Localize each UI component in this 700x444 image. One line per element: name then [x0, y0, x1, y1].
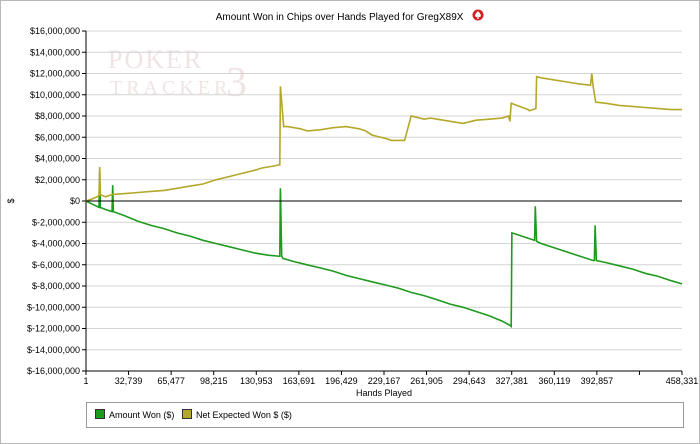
- legend-label-net-expected-won: Net Expected Won $ ($): [196, 410, 292, 420]
- y-tick-label: $-10,000,000: [27, 302, 80, 312]
- y-tick-label: $-14,000,000: [27, 345, 80, 355]
- x-tick-label: 196,429: [325, 376, 358, 386]
- x-tick-label: 261,905: [410, 376, 443, 386]
- x-tick-label: 65,477: [157, 376, 185, 386]
- legend-item-net-expected-won: Net Expected Won $ ($): [182, 409, 292, 421]
- legend-swatch-net-expected-won: [182, 409, 192, 419]
- chart-title-bar: Amount Won in Chips over Hands Played fo…: [0, 9, 700, 26]
- x-axis-label: Hands Played: [356, 388, 412, 398]
- legend-label-amount-won: Amount Won ($): [109, 410, 175, 420]
- x-tick-label: 229,167: [368, 376, 401, 386]
- x-tick-label: 32,739: [115, 376, 143, 386]
- x-tick-label: 360,119: [538, 376, 570, 386]
- y-tick-label: $-16,000,000: [27, 366, 80, 376]
- series-line-amount-won: [85, 169, 683, 329]
- y-tick-label: $-12,000,000: [27, 324, 80, 334]
- x-tick-label: 163,691: [283, 376, 316, 386]
- x-tick-label: 130,953: [240, 376, 273, 386]
- legend-item-amount-won: Amount Won ($): [95, 409, 174, 421]
- legend-swatch-amount-won: [95, 409, 105, 419]
- poker-tracker-spade-icon: [472, 9, 484, 26]
- y-tick-label: $6,000,000: [35, 132, 80, 142]
- y-tick-label: $-6,000,000: [32, 260, 80, 270]
- svg-text:TRACKER: TRACKER: [110, 77, 231, 99]
- y-tick-label: $0: [70, 196, 80, 206]
- x-tick-label: 98,215: [200, 376, 228, 386]
- y-tick-label: $-2,000,000: [32, 217, 80, 227]
- svg-text:3: 3: [226, 60, 247, 106]
- x-tick-label: 1: [83, 376, 88, 386]
- y-tick-label: $2,000,000: [35, 175, 80, 185]
- y-tick-label: $4,000,000: [35, 154, 80, 164]
- x-tick-label: 327,381: [495, 376, 528, 386]
- x-tick-label: 294,643: [453, 376, 486, 386]
- y-tick-label: $8,000,000: [35, 111, 80, 121]
- y-tick-label: $-8,000,000: [32, 281, 80, 291]
- chart-title: Amount Won in Chips over Hands Played fo…: [215, 11, 464, 23]
- svg-text:POKER: POKER: [108, 45, 203, 74]
- y-tick-label: $12,000,000: [30, 69, 80, 79]
- x-tick-label: 458,331: [666, 376, 699, 386]
- legend: Amount Won ($) Net Expected Won $ ($): [86, 402, 684, 428]
- series-line-net-expected-won: [85, 73, 682, 202]
- y-tick-label: $16,000,000: [30, 26, 80, 36]
- y-tick-label: $10,000,000: [30, 90, 80, 100]
- y-tick-label: $-4,000,000: [32, 239, 80, 249]
- y-axis-label: $: [6, 198, 16, 203]
- y-tick-label: $14,000,000: [30, 47, 80, 57]
- x-tick-label: 392,857: [581, 376, 614, 386]
